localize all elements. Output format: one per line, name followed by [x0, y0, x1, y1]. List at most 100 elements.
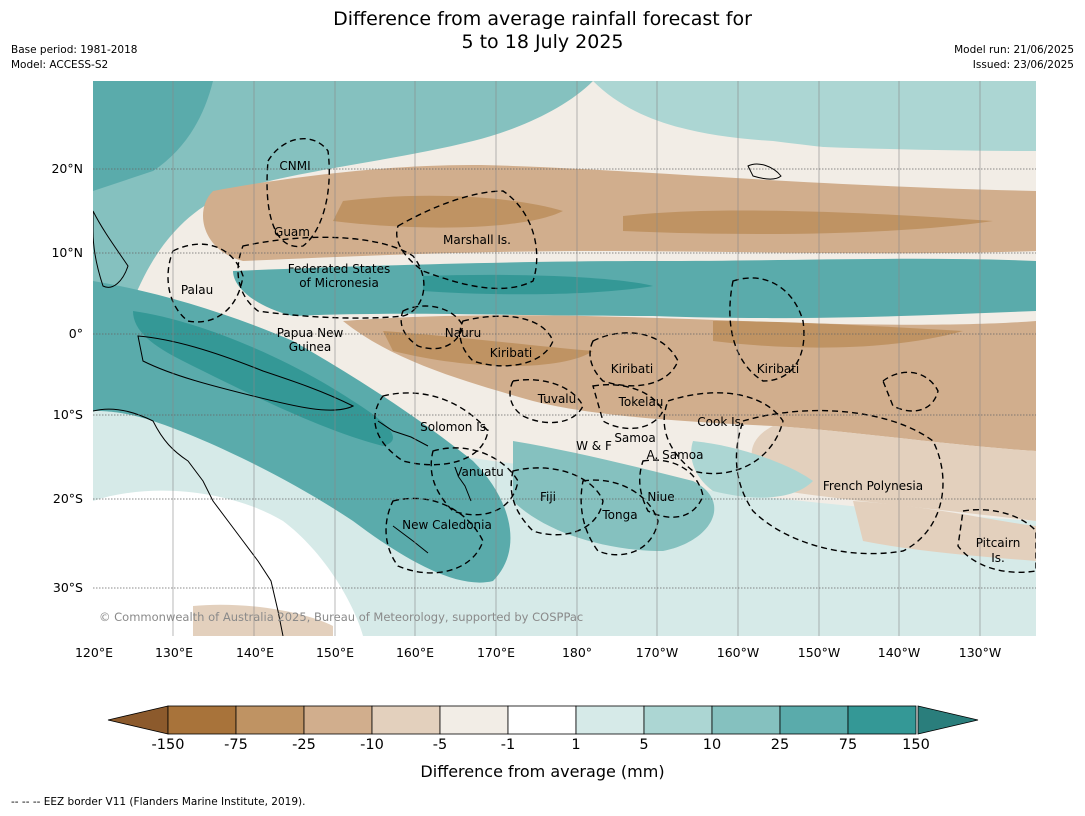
model-name: Model: ACCESS-S2 [11, 59, 109, 71]
solomon-islands [377, 420, 429, 447]
lat-tick-equator: 0° [68, 326, 83, 341]
colorbar-tick-label: -75 [224, 737, 248, 753]
eez-nauru [400, 305, 464, 350]
colorbar-bins [167, 705, 917, 735]
colorbar-bin [303, 705, 373, 735]
map-canvas: CNMI Guam Marshall Is. Federated States … [93, 81, 1036, 636]
title-line-1: Difference from average rainfall forecas… [333, 8, 752, 30]
label-kiribati-east: Kiribati [757, 362, 799, 376]
colorbar-bin [711, 705, 781, 735]
label-tonga: Tonga [601, 508, 637, 522]
eez-palau [167, 243, 244, 323]
title-line-2: 5 to 18 July 2025 [461, 31, 624, 53]
graticule [172, 81, 981, 636]
label-french-polynesia: French Polynesia [823, 479, 923, 493]
colorbar-title: Difference from average (mm) [420, 762, 665, 781]
colorbar-tick-label: 10 [702, 737, 722, 753]
eez-marshall [396, 190, 538, 290]
dry-anomaly-equator-core [383, 331, 593, 366]
lon-tick-150e: 150°E [315, 645, 354, 660]
colorbar-extend-high [917, 705, 979, 735]
colorbar-tick-label: -1 [500, 737, 516, 753]
colorbar-bin [371, 705, 441, 735]
label-marshall: Marshall Is. [443, 233, 511, 247]
lon-tick-140w: 140°W [877, 645, 921, 660]
new-guinea-coast [137, 335, 355, 411]
eez-new-caledonia [385, 497, 484, 574]
dry-anomaly-north-core-east [623, 210, 993, 234]
label-samoa: Samoa [614, 431, 655, 445]
label-fsm-line1: Federated States [288, 262, 390, 276]
lat-tick-10s: 10°S [52, 407, 83, 422]
label-vanuatu: Vanuatu [454, 465, 504, 479]
eez-tokelau [592, 384, 664, 430]
colorbar-bin [575, 705, 645, 735]
eez-kiribati-e [729, 277, 805, 382]
label-palau: Palau [181, 283, 213, 297]
eez-tuvalu [509, 379, 584, 424]
vanuatu [457, 475, 472, 502]
colorbar-tick-label: 75 [838, 737, 858, 753]
hawaii [747, 163, 782, 180]
colorbar-tick-label: 150 [902, 737, 930, 753]
colorbar-bin [235, 705, 305, 735]
colorbar-tick-label: -25 [292, 737, 316, 753]
model-run: Model run: 21/06/2025 [954, 44, 1074, 56]
meta-right: Model run: 21/06/2025 Issued: 23/06/2025 [954, 43, 1074, 73]
colorbar-bin [167, 705, 237, 735]
eez-vanuatu [430, 447, 519, 516]
lat-tick-10n: 10°N [51, 245, 83, 260]
dry-anomaly-south-coast [193, 604, 333, 636]
label-fsm-line2: of Micronesia [299, 276, 379, 290]
label-solomon: Solomon Is. [420, 420, 490, 434]
label-tuvalu: Tuvalu [537, 392, 577, 406]
label-new-caledonia: New Caledonia [402, 518, 492, 532]
label-cnmi: CNMI [279, 159, 310, 173]
label-tokelau: Tokelau [618, 395, 664, 409]
label-wallis-futuna: W & F [576, 439, 612, 453]
lon-tick-160e: 160°E [395, 645, 434, 660]
colorbar-tick-label: -10 [360, 737, 384, 753]
eez-borders [167, 137, 1036, 574]
copyright-notice: © Commonwealth of Australia 2025, Bureau… [99, 610, 583, 624]
lon-tick-170e: 170°E [476, 645, 515, 660]
colorbar-bin [507, 705, 577, 735]
label-cook: Cook Is. [697, 415, 744, 429]
colorbar-extend-low [107, 705, 169, 735]
near-average-australia [93, 490, 363, 636]
label-kiribati-central: Kiribati [611, 362, 653, 376]
label-fiji: Fiji [540, 490, 556, 504]
wet-anomaly-samoa-niue [691, 441, 813, 498]
eez-footnote: -- -- -- EEZ border V11 (Flanders Marine… [11, 796, 306, 808]
label-pitcairn-line2: Is. [991, 551, 1005, 565]
wet-anomaly-northwest [93, 81, 593, 321]
australia-coast [93, 408, 284, 636]
lat-tick-20n: 20°N [51, 161, 83, 176]
eez-cook [663, 392, 784, 475]
wet-anomaly-itcz-core [423, 274, 653, 295]
lon-tick-120e: 120°E [74, 645, 113, 660]
issued-date: Issued: 23/06/2025 [972, 59, 1074, 71]
eez-kiribati-w [459, 315, 554, 367]
colorbar-bin [439, 705, 509, 735]
wet-anomaly-png-core [133, 311, 393, 446]
label-guam: Guam [274, 225, 310, 239]
philippines-coast [93, 210, 129, 288]
dry-anomaly-southeast [751, 426, 1036, 521]
near-average-north [613, 141, 1036, 191]
colorbar-bin [779, 705, 849, 735]
eez-fiji [510, 467, 604, 536]
colorbar-tick-label: -5 [432, 737, 448, 753]
lon-tick-180: 180° [561, 645, 593, 660]
wet-anomaly-north [593, 81, 1036, 171]
country-labels: CNMI Guam Marshall Is. Federated States … [181, 159, 1020, 565]
colorbar-tick-label: -150 [151, 737, 185, 753]
eez-cnmi [266, 137, 330, 248]
colorbar-tick-label: 1 [571, 737, 581, 753]
eez-fsm [237, 236, 425, 319]
label-kiribati-west: Kiribati [490, 346, 532, 360]
lon-tick-130w: 130°W [958, 645, 1002, 660]
base-period: Base period: 1981-2018 [11, 44, 138, 56]
eez-niue [639, 459, 704, 518]
meta-left: Base period: 1981-2018 Model: ACCESS-S2 [11, 43, 137, 73]
